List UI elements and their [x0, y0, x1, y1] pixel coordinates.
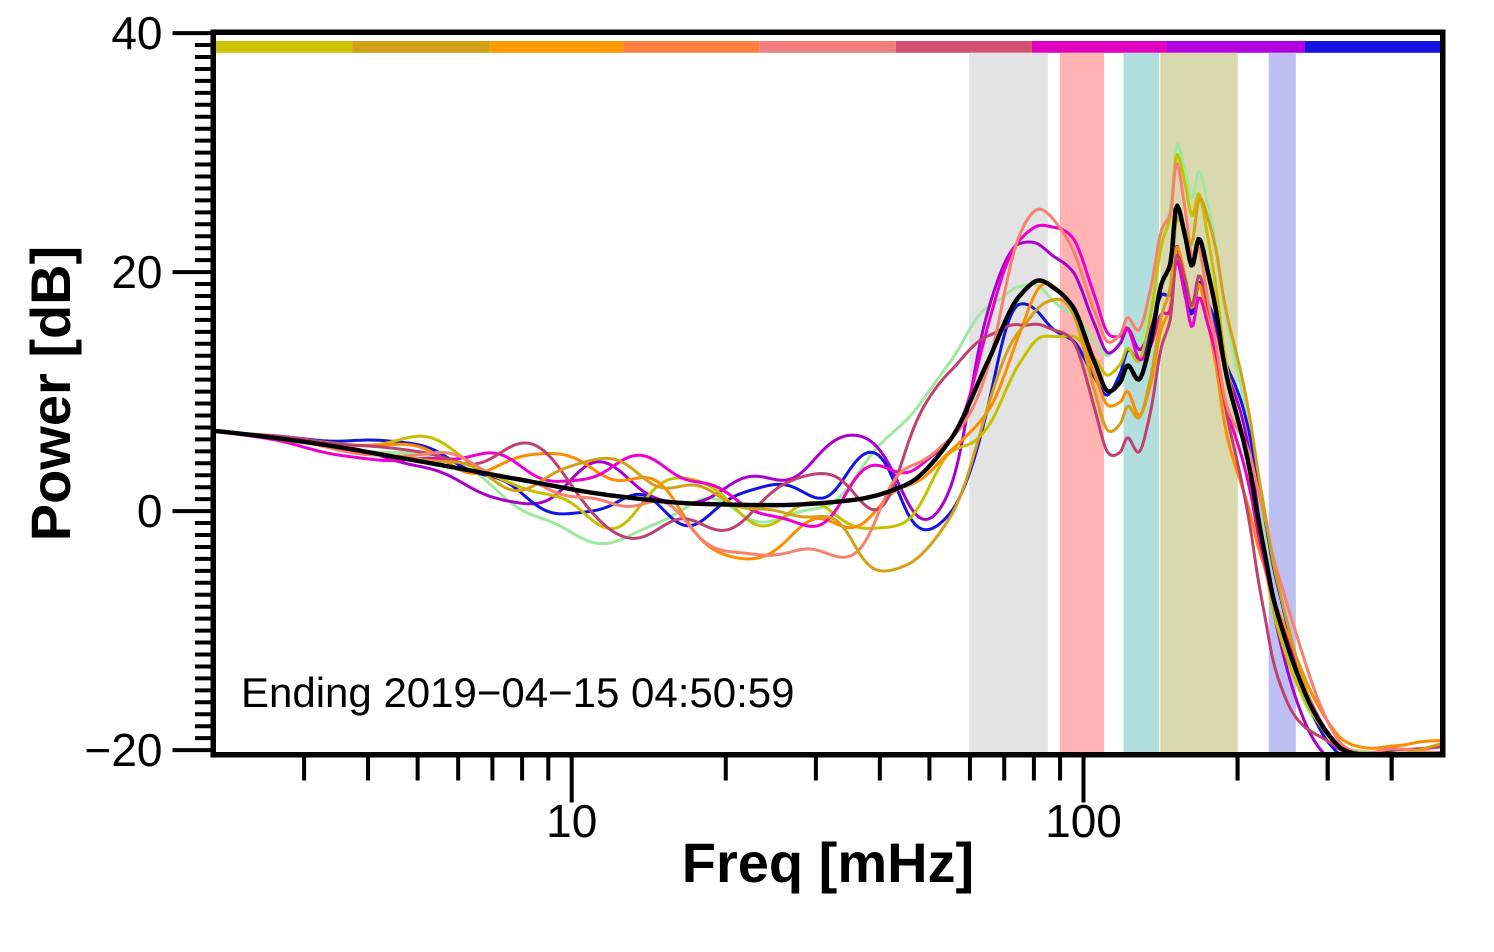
svg-text:40: 40: [111, 7, 162, 59]
svg-text:−20: −20: [84, 724, 162, 776]
svg-text:Freq [mHz]: Freq [mHz]: [682, 831, 974, 894]
svg-text:Ending 2019−04−15 04:50:59: Ending 2019−04−15 04:50:59: [241, 669, 795, 716]
svg-text:0: 0: [137, 485, 163, 537]
svg-text:10: 10: [546, 795, 597, 847]
svg-text:20: 20: [111, 246, 162, 298]
svg-text:100: 100: [1045, 795, 1122, 847]
svg-text:Power [dB]: Power [dB]: [19, 246, 82, 542]
